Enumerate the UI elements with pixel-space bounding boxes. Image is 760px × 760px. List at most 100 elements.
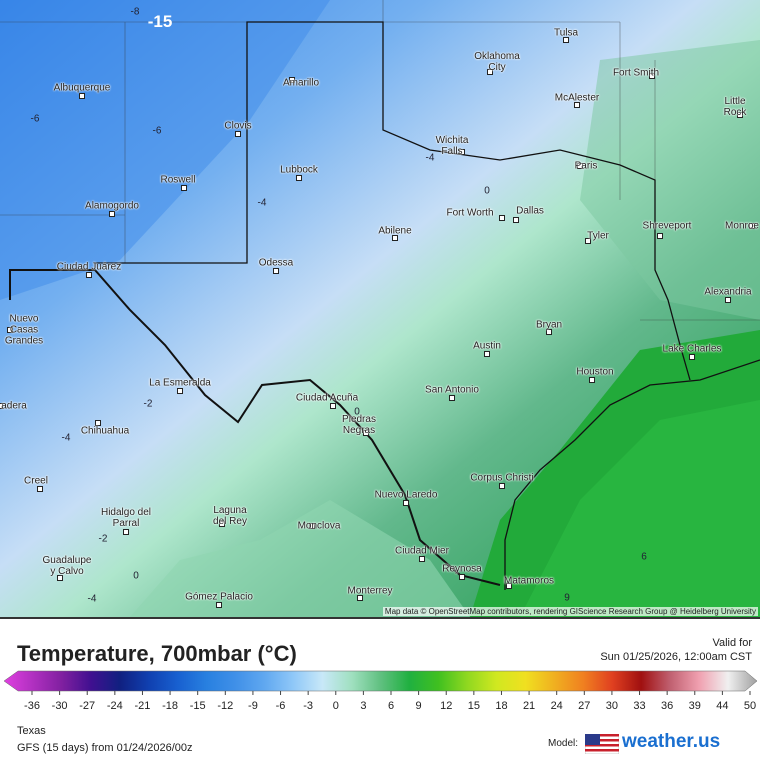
colorbar (3, 670, 758, 695)
contour-label: -2 (143, 398, 153, 410)
contour-label: -4 (87, 593, 97, 605)
city-label: Gómez Palacio (185, 591, 253, 603)
tick-label: 6 (387, 700, 395, 712)
contour-label: -6 (152, 125, 162, 137)
city-marker (392, 235, 398, 241)
city-marker (109, 211, 115, 217)
city-label: Monroe (725, 220, 759, 232)
contour-label: -4 (61, 432, 71, 444)
city-marker (330, 403, 336, 409)
city-marker (725, 297, 731, 303)
tick-label: -36 (24, 700, 40, 712)
contour-label: 0 (354, 406, 360, 418)
city-label: adera (1, 400, 27, 412)
city-marker (589, 377, 595, 383)
city-label: Alamogordo (85, 200, 139, 212)
city-label: Chihuahua (80, 425, 130, 437)
city-label: Tulsa (553, 27, 579, 39)
city-marker (737, 112, 743, 118)
contour-label: -8 (130, 6, 140, 18)
tick-label: 24 (550, 700, 563, 712)
city-label: Roswell (160, 174, 196, 186)
city-label: Abilene (378, 225, 412, 237)
city-label: Creel (24, 475, 48, 487)
warm-region (520, 400, 760, 617)
city-label: Albuquerque (53, 82, 111, 94)
city-label: Nuevo Laredo (374, 489, 438, 501)
tick-label: -18 (162, 700, 179, 712)
city-label: Piedras Negras (342, 414, 376, 436)
map: Map data © OpenStreetMap contributors, r… (0, 0, 760, 617)
tick-label: 3 (360, 700, 367, 712)
city-label: Fort Worth (446, 207, 494, 219)
contour-label: -4 (425, 152, 435, 164)
city-label: Amarillo (282, 77, 320, 89)
city-label: Nuevo Casas Grandes (4, 313, 44, 347)
city-marker (273, 268, 279, 274)
city-marker (546, 329, 552, 335)
city-label: Matamoros (503, 575, 555, 587)
tick-label: 30 (605, 700, 619, 712)
city-marker (86, 272, 92, 278)
city-marker (289, 77, 295, 83)
tick-label: -12 (217, 700, 234, 712)
city-marker (585, 238, 591, 244)
city-marker (574, 102, 580, 108)
brand[interactable]: weather.us (622, 731, 721, 752)
city-marker (7, 327, 13, 333)
model-run: GFS (15 days) from 01/24/2026/00z (17, 742, 193, 754)
tick-label: 12 (440, 700, 453, 712)
city-marker (506, 583, 512, 589)
contour-label: 6 (641, 551, 647, 563)
city-label: Tyler (587, 230, 609, 242)
city-marker (487, 69, 493, 75)
city-marker (419, 556, 425, 562)
city-label: Odessa (258, 257, 294, 269)
city-label: Alexandria (704, 286, 752, 298)
city-marker (309, 523, 315, 529)
city-marker (749, 223, 755, 229)
city-label: Monterrey (347, 585, 393, 597)
city-marker (296, 175, 302, 181)
city-label: Houston (576, 366, 614, 378)
city-marker (235, 131, 241, 137)
city-label: Lake Charles (662, 343, 722, 355)
tick-label: 33 (633, 700, 646, 712)
city-label: Corpus Christi (470, 472, 534, 484)
city-marker (403, 500, 409, 506)
city-marker (79, 93, 85, 99)
city-marker (37, 486, 43, 492)
title: Temperature, 700mbar (°C) (17, 641, 297, 666)
contour-label: -2 (98, 533, 108, 545)
city-marker (357, 595, 363, 601)
city-marker (649, 73, 655, 79)
city-label: Monclova (297, 520, 341, 532)
city-label: Bryan (535, 319, 563, 331)
tick-label: -21 (134, 700, 151, 712)
tick-label: 50 (743, 700, 757, 712)
tick-label: 44 (716, 700, 729, 712)
city-marker (181, 185, 187, 191)
city-label: Oklahoma City (474, 51, 520, 73)
city-label: Lubbock (280, 164, 318, 176)
city-marker (563, 37, 569, 43)
contour-label: -4 (257, 197, 267, 209)
flag-icon (585, 734, 619, 754)
city-label: Guadalupe y Calvo (42, 555, 92, 577)
city-marker (177, 388, 183, 394)
city-label: Dallas (516, 205, 544, 217)
tick-label: -30 (51, 700, 68, 712)
city-label: Wichita Falls (435, 135, 469, 157)
city-label: Laguna del Rey (213, 505, 247, 527)
coastline (504, 359, 760, 590)
city-marker (499, 483, 505, 489)
region: Texas (17, 725, 46, 737)
city-label: Little Rock (723, 96, 747, 118)
city-label: Hidalgo del Parral (100, 507, 152, 529)
city-label: Fort Smith (612, 67, 660, 79)
city-label: Paris (574, 160, 598, 172)
city-marker (657, 233, 663, 239)
city-label: Clovis (224, 120, 252, 132)
tick-label: 15 (467, 700, 480, 712)
